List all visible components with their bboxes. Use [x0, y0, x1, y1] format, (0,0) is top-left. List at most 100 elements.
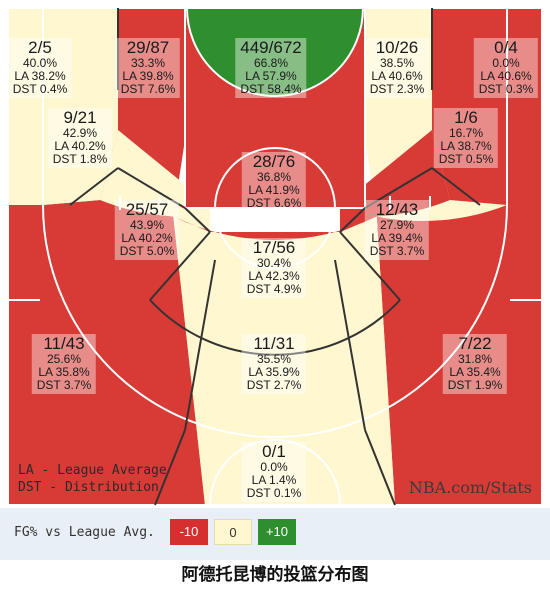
zone-made-attempts: 0/1 — [262, 442, 286, 461]
zone-divider-9 — [339, 207, 366, 233]
zone-restricted-area — [187, 8, 363, 96]
zone-label-center-above-break-three: 11/31 35.5% LA 35.9% DST 2.7% — [241, 334, 307, 395]
zone-fg-pct: 30.4% — [256, 256, 292, 271]
zone-left-above-break-three — [8, 205, 205, 505]
zone-divider-13 — [364, 429, 396, 506]
zone-fg-pct: 66.8% — [253, 56, 289, 71]
zone-label-left-wing-three: 29/87 33.3% LA 39.8% DST 7.6% — [115, 38, 181, 99]
zone-la: LA 42.3% — [248, 269, 300, 284]
zone-dst: DST 2.7% — [246, 378, 302, 393]
zone-dst: DST 5.0% — [119, 244, 175, 259]
zone-made-attempts: 29/87 — [126, 38, 170, 57]
paint-outline — [184, 7, 366, 209]
zone-top-key-mid — [173, 216, 377, 240]
zone-dst: DST 1.8% — [52, 152, 108, 167]
zone-la: LA 41.9% — [248, 183, 300, 198]
zone-made-attempts: 25/57 — [125, 200, 169, 219]
zone-divider-11 — [334, 259, 366, 431]
zone-label-left-baseline-mid: 9/21 42.9% LA 40.2% DST 1.8% — [47, 108, 113, 169]
zone-fg-pct: 31.8% — [457, 352, 493, 367]
zone-backcourt — [210, 440, 340, 505]
zone-made-attempts: 10/26 — [375, 38, 419, 57]
zone-la: LA 40.6% — [371, 69, 423, 84]
color-scale-bar: FG% vs League Avg. -10 0 +10 — [0, 508, 550, 560]
zone-restricted-area-top — [187, 8, 363, 28]
zone-label-right-corner-three: 0/4 0.0% LA 40.6% DST 0.3% — [473, 38, 539, 99]
zone-label-left-elbow-mid: 25/57 43.9% LA 40.2% DST 5.0% — [114, 200, 180, 261]
center-circle — [209, 439, 341, 506]
zone-made-attempts: 12/43 — [375, 200, 419, 219]
zone-made-attempts: 449/672 — [240, 38, 302, 57]
zone-divider-7 — [339, 231, 401, 301]
court-graphic — [7, 7, 543, 506]
chart-caption: 阿德托昆博的投篮分布图 — [181, 565, 369, 584]
source-watermark: NBA.com/Stats — [408, 478, 532, 497]
zone-fg-pct: 43.9% — [129, 218, 165, 233]
zone-label-right-above-break-three: 7/22 31.8% LA 35.4% DST 1.9% — [442, 334, 508, 395]
zone-dst: DST 0.5% — [438, 152, 494, 167]
zone-dst: DST 3.7% — [369, 244, 425, 259]
zone-divider-6 — [149, 231, 211, 301]
zone-label-left-corner-three: 2/5 40.0% LA 38.2% DST 0.4% — [7, 38, 73, 99]
zone-la: LA 40.2% — [54, 139, 106, 154]
zone-la: LA 40.6% — [480, 69, 532, 84]
zone-divider-2 — [69, 167, 119, 206]
zone-label-top-key-mid: 17/56 30.4% LA 42.3% DST 4.9% — [241, 238, 307, 299]
zone-la: LA 39.8% — [122, 69, 174, 84]
zone-fg-pct: 35.5% — [256, 352, 292, 367]
zone-la: LA 39.4% — [371, 231, 423, 246]
zone-right-above-break-three — [376, 205, 542, 505]
zone-la: LA 35.8% — [38, 365, 90, 380]
free-throw-circle — [214, 147, 336, 269]
zone-right-corner-three — [507, 8, 542, 205]
legend-la: LA - League Average — [18, 463, 167, 478]
zone-la: LA 57.9% — [245, 69, 297, 84]
zone-divider-10 — [184, 259, 216, 431]
zone-label-restricted-area: 449/672 66.8% LA 57.9% DST 58.4% — [235, 38, 307, 99]
zone-made-attempts: 7/22 — [458, 334, 492, 353]
zone-made-attempts: 11/31 — [253, 334, 295, 353]
zone-divider-12 — [154, 429, 186, 506]
zone-la: LA 40.2% — [121, 231, 173, 246]
zone-made-attempts: 28/76 — [252, 152, 296, 171]
legend-note: LA - League Average DST - Distribution — [18, 462, 167, 496]
zone-fg-pct: 0.0% — [260, 460, 288, 475]
zone-left-baseline-mid-fill — [43, 8, 118, 205]
zone-fg-pct: 42.9% — [62, 126, 98, 141]
zone-divider-3 — [431, 167, 481, 206]
zone-fg-pct: 25.6% — [46, 352, 82, 367]
zone-la: LA 1.4% — [251, 473, 297, 488]
zone-right-baseline-mid — [432, 8, 507, 205]
zone-made-attempts: 17/56 — [252, 238, 296, 257]
zone-fg-pct: 40.0% — [22, 56, 58, 71]
zone-la: LA 38.7% — [440, 139, 492, 154]
zone-la: LA 38.2% — [14, 69, 66, 84]
zone-divider-5 — [364, 167, 433, 209]
zone-dst: DST 0.4% — [12, 82, 68, 97]
zone-made-attempts: 2/5 — [28, 38, 52, 57]
shot-chart: 2/5 40.0% LA 38.2% DST 0.4% 29/87 33.3% LA 39.… — [7, 7, 543, 506]
zone-fg-pct: 33.3% — [130, 56, 166, 71]
zone-fg-pct: 27.9% — [379, 218, 415, 233]
zone-fg-pct: 36.8% — [256, 170, 292, 185]
zone-la: LA 35.4% — [449, 365, 501, 380]
zone-dst: DST 4.9% — [246, 282, 302, 297]
zone-dst: DST 3.7% — [36, 378, 92, 393]
scale-label: FG% vs League Avg. — [14, 525, 155, 540]
zone-label-right-elbow-mid: 12/43 27.9% LA 39.4% DST 3.7% — [364, 200, 430, 261]
zone-label-right-wing-three: 10/26 38.5% LA 40.6% DST 2.3% — [364, 38, 430, 99]
legend-dst: DST - Distribution — [18, 480, 159, 495]
zone-dst: DST 2.3% — [369, 82, 425, 97]
zone-made-attempts: 1/6 — [454, 108, 478, 127]
zone-fg-pct: 16.7% — [448, 126, 484, 141]
zone-fg-pct: 0.0% — [492, 56, 520, 71]
zone-dst: DST 6.6% — [246, 196, 302, 211]
zone-divider-4 — [117, 167, 186, 209]
zone-fg-pct: 38.5% — [379, 56, 415, 71]
zone-la: LA 35.9% — [248, 365, 300, 380]
zone-label-paint-non-ra: 28/76 36.8% LA 41.9% DST 6.6% — [241, 152, 307, 213]
zone-made-attempts: 0/4 — [494, 38, 518, 57]
zone-dst: DST 58.4% — [240, 82, 302, 97]
zone-dst: DST 0.1% — [246, 486, 302, 501]
scale-below-swatch: -10 — [170, 519, 208, 545]
